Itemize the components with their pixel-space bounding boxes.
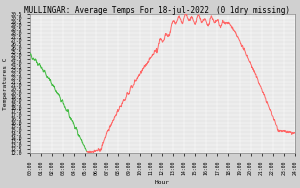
Y-axis label: Temperatures C: Temperatures C [3, 57, 8, 110]
X-axis label: Hour: Hour [155, 180, 170, 185]
Text: MULLINGAR: Average Temps For 18-jul-2022: MULLINGAR: Average Temps For 18-jul-2022 [24, 6, 209, 15]
Text: (0 1dry missing): (0 1dry missing) [216, 6, 290, 15]
